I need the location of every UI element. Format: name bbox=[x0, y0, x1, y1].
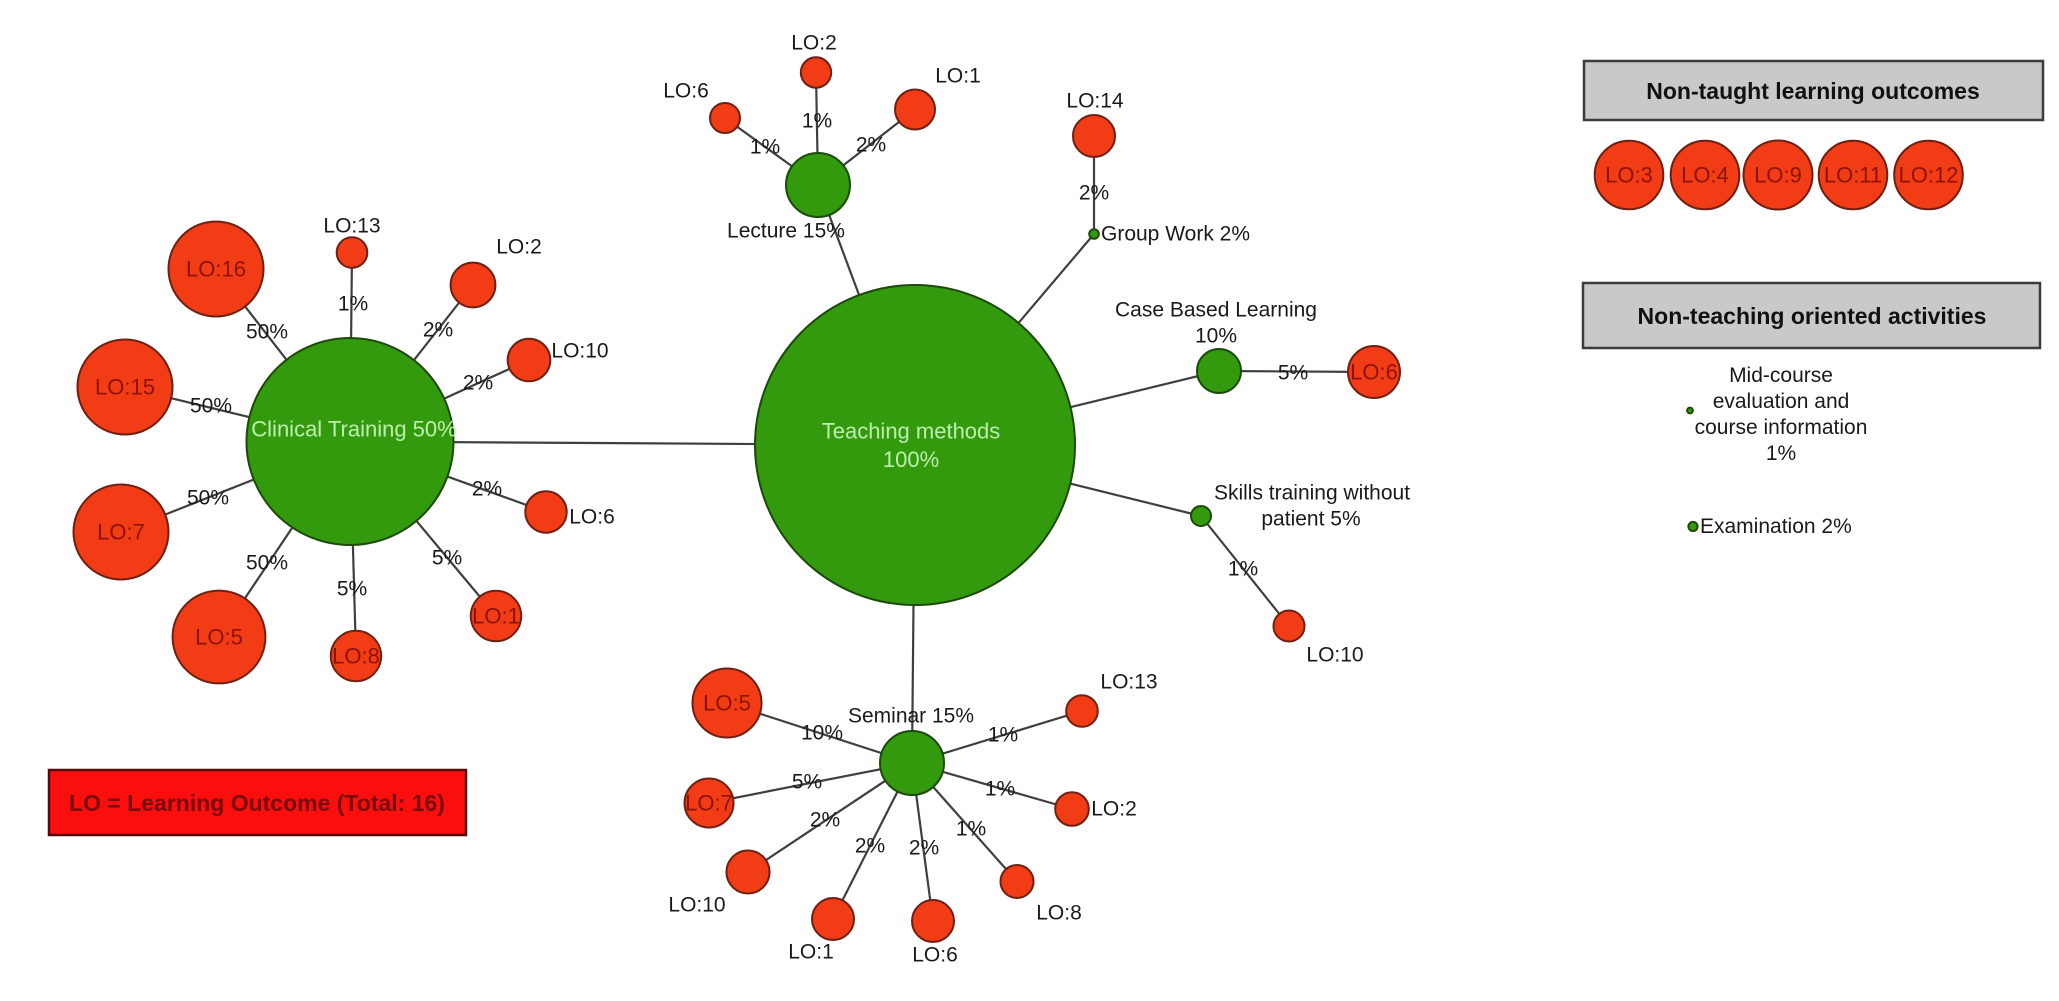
svg-text:LO:10: LO:10 bbox=[551, 340, 608, 363]
svg-text:LO:2: LO:2 bbox=[496, 236, 542, 259]
svg-text:50%: 50% bbox=[190, 395, 232, 418]
svg-text:LO:10: LO:10 bbox=[1306, 644, 1363, 667]
svg-text:Non-teaching oriented activiti: Non-teaching oriented activities bbox=[1638, 303, 1987, 329]
svg-text:2%: 2% bbox=[909, 837, 939, 860]
svg-text:Case Based Learning: Case Based Learning bbox=[1115, 299, 1317, 322]
svg-text:LO:6: LO:6 bbox=[1350, 360, 1398, 385]
svg-text:5%: 5% bbox=[1278, 362, 1308, 385]
svg-text:1%: 1% bbox=[985, 778, 1015, 801]
svg-text:5%: 5% bbox=[337, 578, 367, 601]
svg-text:LO:2: LO:2 bbox=[1091, 798, 1137, 821]
svg-text:50%: 50% bbox=[187, 487, 229, 510]
svg-text:2%: 2% bbox=[856, 134, 886, 157]
svg-text:1%: 1% bbox=[988, 724, 1018, 747]
svg-text:2%: 2% bbox=[472, 478, 502, 501]
svg-text:LO:5: LO:5 bbox=[195, 625, 243, 650]
svg-text:LO:15: LO:15 bbox=[95, 375, 155, 400]
svg-text:LO:10: LO:10 bbox=[668, 894, 725, 917]
svg-text:Clinical Training 50%: Clinical Training 50% bbox=[251, 417, 456, 442]
svg-text:Teaching methods: Teaching methods bbox=[822, 419, 1001, 444]
svg-text:Examination 2%: Examination 2% bbox=[1700, 515, 1852, 538]
svg-text:LO:5: LO:5 bbox=[703, 691, 751, 716]
svg-text:LO:12: LO:12 bbox=[1899, 163, 1959, 188]
svg-text:1%: 1% bbox=[802, 110, 832, 133]
svg-text:LO:16: LO:16 bbox=[186, 257, 246, 282]
svg-text:Mid-course: Mid-course bbox=[1729, 364, 1833, 387]
svg-text:LO:1: LO:1 bbox=[935, 65, 981, 88]
svg-text:LO:13: LO:13 bbox=[1100, 671, 1157, 694]
svg-text:2%: 2% bbox=[855, 835, 885, 858]
svg-text:LO:13: LO:13 bbox=[323, 215, 380, 238]
svg-text:LO:6: LO:6 bbox=[912, 944, 958, 967]
svg-text:Seminar 15%: Seminar 15% bbox=[848, 705, 974, 728]
svg-text:LO:6: LO:6 bbox=[663, 80, 709, 103]
svg-text:LO:2: LO:2 bbox=[791, 32, 837, 55]
svg-text:10%: 10% bbox=[1195, 325, 1237, 348]
svg-text:LO:7: LO:7 bbox=[685, 791, 733, 816]
svg-text:LO:14: LO:14 bbox=[1066, 90, 1124, 113]
svg-text:10%: 10% bbox=[801, 722, 843, 745]
svg-text:2%: 2% bbox=[1079, 182, 1109, 205]
svg-text:LO:1: LO:1 bbox=[788, 941, 834, 964]
svg-text:Skills training without: Skills training without bbox=[1214, 482, 1410, 505]
svg-text:LO:9: LO:9 bbox=[1754, 163, 1802, 188]
svg-text:LO:11: LO:11 bbox=[1824, 163, 1882, 188]
svg-text:1%: 1% bbox=[338, 293, 368, 316]
svg-text:Group Work 2%: Group Work 2% bbox=[1101, 223, 1250, 246]
svg-text:patient 5%: patient 5% bbox=[1261, 508, 1360, 531]
svg-text:50%: 50% bbox=[246, 552, 288, 575]
svg-text:Lecture 15%: Lecture 15% bbox=[727, 220, 845, 243]
svg-text:Non-taught learning outcomes: Non-taught learning outcomes bbox=[1646, 78, 1980, 104]
svg-text:1%: 1% bbox=[1228, 558, 1258, 581]
svg-text:50%: 50% bbox=[246, 321, 288, 344]
svg-text:course information: course information bbox=[1695, 416, 1868, 439]
svg-text:5%: 5% bbox=[432, 547, 462, 570]
svg-text:LO = Learning Outcome (Total:: LO = Learning Outcome (Total: 16) bbox=[69, 790, 445, 816]
svg-text:2%: 2% bbox=[810, 809, 840, 832]
svg-text:LO:1: LO:1 bbox=[472, 604, 520, 629]
svg-text:5%: 5% bbox=[792, 771, 822, 794]
svg-text:1%: 1% bbox=[750, 136, 780, 159]
svg-text:LO:8: LO:8 bbox=[332, 644, 380, 669]
svg-text:LO:4: LO:4 bbox=[1681, 163, 1729, 188]
svg-text:1%: 1% bbox=[956, 818, 986, 841]
svg-text:LO:6: LO:6 bbox=[569, 506, 615, 529]
svg-text:LO:7: LO:7 bbox=[97, 520, 145, 545]
svg-text:LO:8: LO:8 bbox=[1036, 902, 1082, 925]
svg-text:100%: 100% bbox=[883, 447, 939, 472]
svg-text:1%: 1% bbox=[1766, 442, 1796, 465]
svg-text:evaluation and: evaluation and bbox=[1713, 390, 1850, 413]
svg-text:2%: 2% bbox=[423, 319, 453, 342]
svg-text:2%: 2% bbox=[463, 372, 493, 395]
svg-text:LO:3: LO:3 bbox=[1605, 163, 1653, 188]
